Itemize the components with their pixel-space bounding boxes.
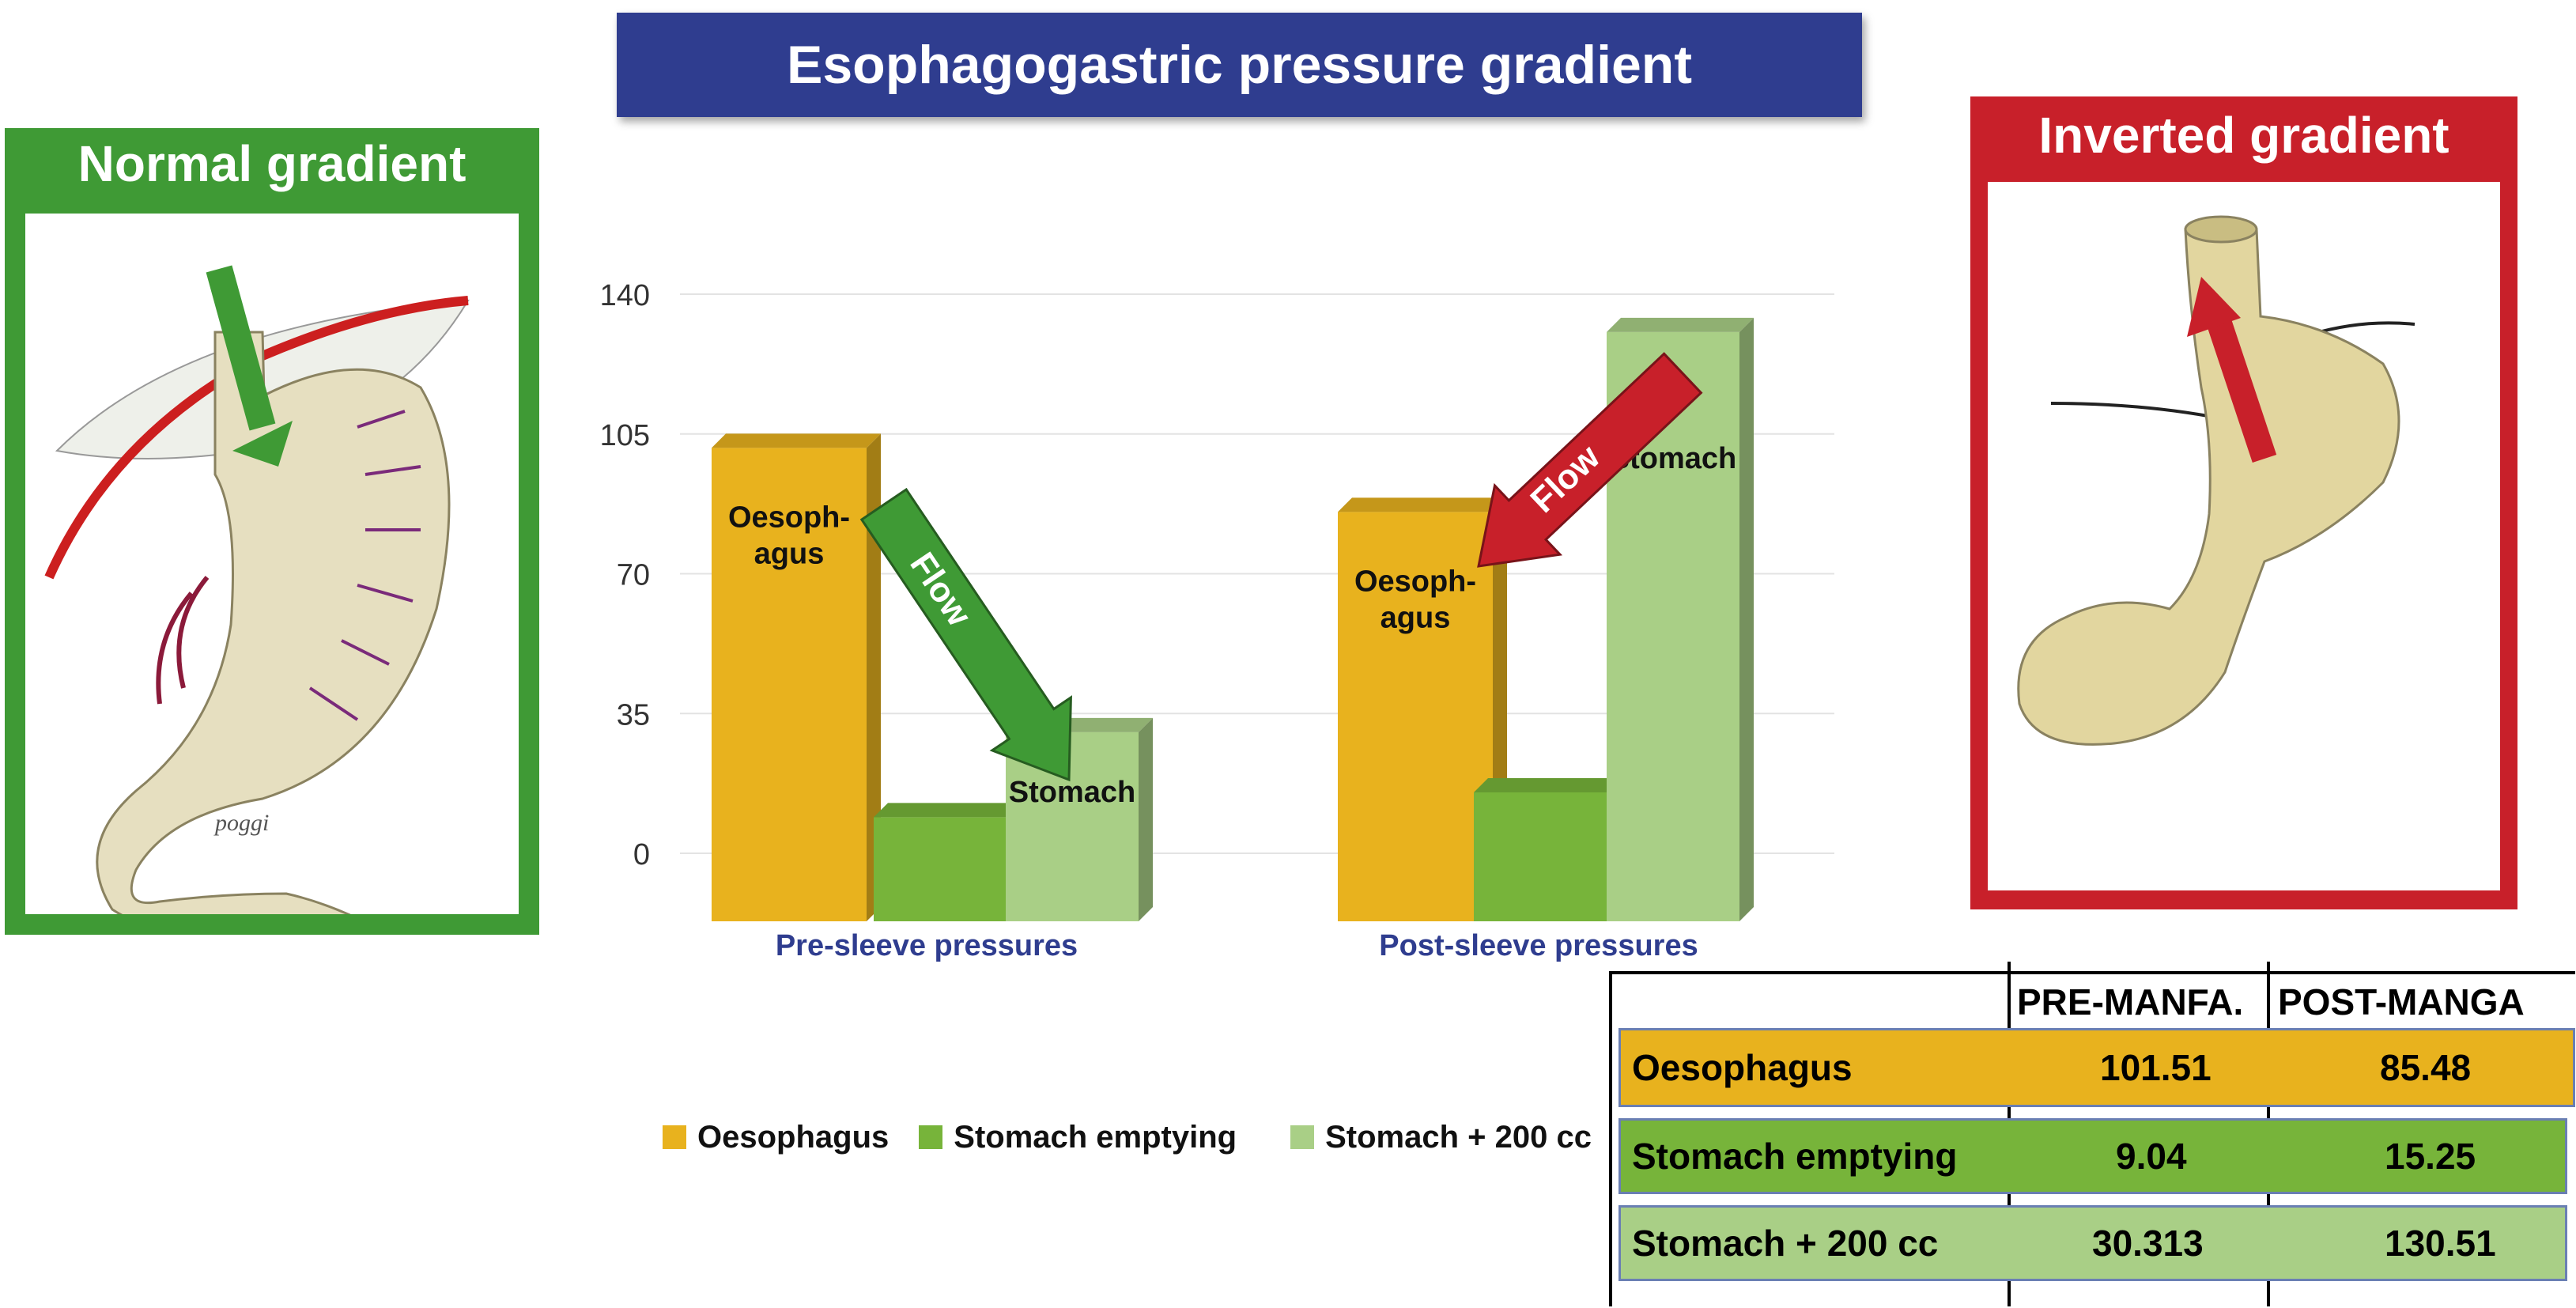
legend-label-stomach-emptying: Stomach emptying bbox=[954, 1119, 1237, 1155]
bar-label-oesophagus: agus bbox=[754, 537, 825, 570]
flow-arrow-pre bbox=[859, 487, 1072, 782]
bar-side-stomach-200 bbox=[1739, 317, 1754, 921]
artist-signature: poggi bbox=[213, 810, 269, 836]
legend-swatch-stomach-emptying bbox=[919, 1125, 943, 1149]
stomach-body bbox=[96, 331, 451, 914]
legend-item-stomach-200: Stomach + 200 cc bbox=[1290, 1120, 1592, 1155]
table-cell-pre: 9.04 bbox=[2116, 1136, 2187, 1177]
table-header-post: POST-MANGA bbox=[2278, 981, 2525, 1023]
table-left-border bbox=[1609, 971, 1612, 1306]
bar-oesophagus-post bbox=[1338, 512, 1493, 921]
bar-label-oesophagus: agus bbox=[1381, 601, 1451, 634]
legend-swatch-stomach-200 bbox=[1290, 1125, 1315, 1149]
bar-stomach-emptying-post bbox=[1474, 792, 1607, 921]
table-cell-pre: 101.51 bbox=[2100, 1047, 2212, 1088]
table-cell-post: 15.25 bbox=[2385, 1136, 2476, 1177]
normal-stomach-illustration: poggi bbox=[25, 214, 519, 914]
bar-top-stomach-200 bbox=[1607, 317, 1754, 332]
flow-arrow-post bbox=[1477, 352, 1703, 568]
red-flow-arrow-head bbox=[2187, 277, 2241, 337]
legend-label-stomach-200: Stomach + 200 cc bbox=[1325, 1119, 1592, 1155]
table-row-label: Oesophagus bbox=[1632, 1047, 1853, 1088]
table-cell-pre: 30.313 bbox=[2092, 1223, 2204, 1264]
table-row: Oesophagus 101.51 85.48 bbox=[1618, 1028, 2575, 1107]
sleeve-stomach bbox=[2017, 228, 2400, 746]
y-tick-label: 0 bbox=[633, 838, 650, 871]
normal-gradient-title: Normal gradient bbox=[77, 135, 466, 192]
y-tick-label: 140 bbox=[600, 279, 650, 312]
bar-stomach-emptying-pre bbox=[874, 817, 1007, 921]
table-cell-post: 130.51 bbox=[2385, 1223, 2496, 1264]
bar-top-oesophagus bbox=[1338, 497, 1507, 512]
bar-label-stomach: Stomach bbox=[1009, 776, 1135, 809]
bar-oesophagus-pre bbox=[712, 448, 867, 921]
table-row: Stomach + 200 cc 30.313 130.51 bbox=[1618, 1205, 2567, 1281]
legend-item-oesophagus: Oesophagus bbox=[663, 1120, 889, 1155]
table-header-pre: PRE-MANFA. bbox=[2017, 981, 2244, 1023]
table-cell-post: 85.48 bbox=[2380, 1047, 2472, 1088]
green-flow-arrow-shaft bbox=[206, 265, 276, 431]
y-tick-label: 35 bbox=[617, 698, 650, 731]
inverted-gradient-panel: Inverted gradient bbox=[1970, 96, 2517, 909]
green-flow-arrow-head bbox=[232, 421, 293, 467]
table-row-label: Stomach emptying bbox=[1632, 1136, 1958, 1177]
chart-legend: Oesophagus Stomach emptying Stomach + 20… bbox=[663, 1113, 1622, 1161]
bar-side-stomach-200 bbox=[1139, 717, 1153, 921]
legend-item-stomach-emptying: Stomach emptying bbox=[919, 1120, 1237, 1155]
bar-label-oesophagus: Oesoph- bbox=[1354, 565, 1476, 598]
bar-top-oesophagus bbox=[712, 433, 881, 448]
table-top-border bbox=[1609, 971, 2575, 974]
bar-side-oesophagus bbox=[867, 433, 881, 921]
x-category-label: Pre-sleeve pressures bbox=[776, 929, 1078, 962]
esophagus-opening bbox=[2184, 215, 2258, 244]
legend-label-oesophagus: Oesophagus bbox=[697, 1119, 890, 1155]
page-title: Esophagogastric pressure gradient bbox=[617, 13, 1862, 117]
table-row-label: Stomach + 200 cc bbox=[1632, 1223, 1939, 1264]
y-tick-label: 105 bbox=[600, 419, 650, 452]
normal-gradient-panel: Normal gradient poggi bbox=[5, 128, 539, 935]
y-tick-label: 70 bbox=[617, 559, 650, 592]
x-category-label: Post-sleeve pressures bbox=[1379, 929, 1698, 962]
red-flow-arrow-shaft bbox=[2204, 312, 2277, 463]
legend-swatch-oesophagus bbox=[663, 1125, 686, 1149]
bar-top-stomach-emptying bbox=[1474, 777, 1621, 792]
bar-top-stomach-emptying bbox=[874, 803, 1021, 818]
sleeve-stomach-illustration bbox=[1988, 182, 2500, 890]
table-row: Stomach emptying 9.04 15.25 bbox=[1618, 1118, 2567, 1194]
inverted-gradient-title: Inverted gradient bbox=[2038, 107, 2449, 164]
pressure-table: PRE-MANFA. POST-MANGA Oesophagus 101.51 … bbox=[1609, 962, 2575, 1306]
bar-label-oesophagus: Oesoph- bbox=[728, 501, 850, 534]
